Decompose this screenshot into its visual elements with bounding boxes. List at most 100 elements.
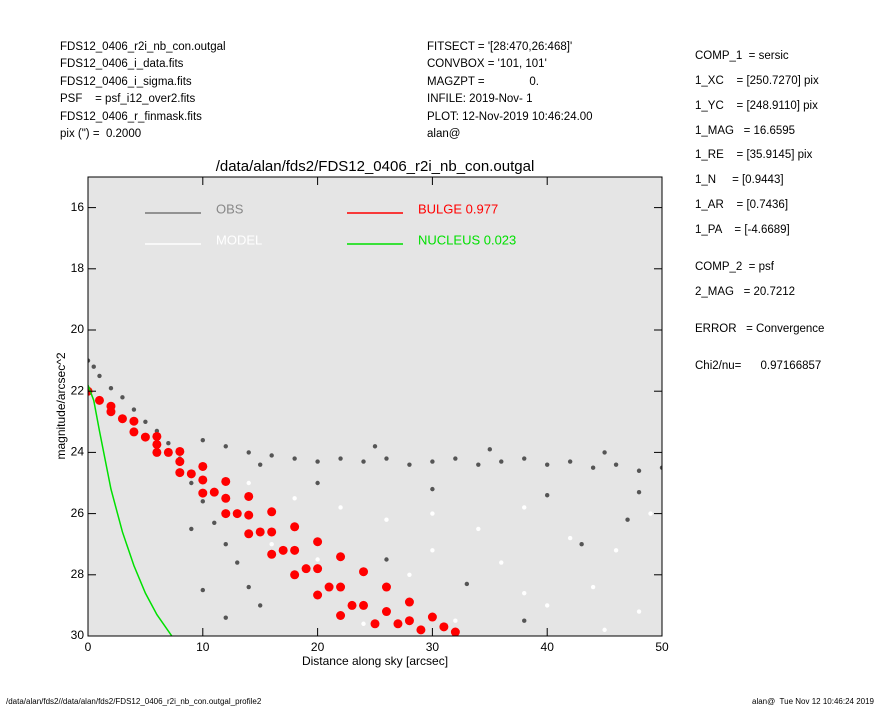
x-tick-label: 30	[426, 640, 440, 654]
y-tick-label: 26	[71, 506, 85, 520]
data-point	[120, 395, 125, 400]
header-line: alan@	[427, 128, 461, 140]
data-point	[315, 459, 320, 464]
fit-parameter: Chi2/nu= 0.97166857	[695, 360, 822, 372]
data-point	[175, 457, 185, 467]
data-point	[453, 618, 458, 623]
header-line: FDS12_0406_r_finmask.fits	[60, 110, 202, 123]
legend-label: OBS	[216, 201, 244, 216]
x-tick-label: 0	[85, 640, 92, 654]
data-point	[267, 549, 277, 559]
fit-parameter: 1_AR = [0.7436]	[695, 199, 789, 211]
header-line: MAGZPT = 0.	[427, 75, 539, 88]
data-point	[476, 526, 481, 532]
data-point	[152, 439, 162, 449]
fit-parameter: 1_XC = [250.7270] pix	[695, 75, 819, 87]
data-point	[522, 590, 527, 596]
y-tick-label: 18	[71, 261, 85, 275]
data-point	[659, 465, 662, 470]
legend-label: NUCLEUS 0.023	[418, 232, 516, 247]
header-line: INFILE: 2019-Nov- 1	[427, 93, 533, 106]
data-point	[590, 465, 596, 470]
data-point	[602, 450, 607, 455]
data-point	[223, 444, 228, 449]
data-point	[522, 456, 527, 461]
data-point	[625, 517, 630, 522]
data-point	[404, 597, 414, 607]
data-point	[278, 545, 288, 555]
data-point	[175, 446, 185, 456]
data-point	[221, 509, 231, 519]
data-point	[315, 557, 320, 562]
data-point	[579, 542, 584, 547]
data-point	[244, 529, 254, 539]
data-point	[129, 416, 139, 426]
plot-area	[88, 177, 662, 636]
data-point	[636, 609, 642, 614]
y-tick-label: 24	[71, 445, 85, 459]
fit-parameter: 1_PA = [-4.6689]	[695, 224, 790, 236]
data-point	[359, 600, 369, 610]
data-point	[545, 493, 550, 498]
data-point	[292, 456, 297, 461]
data-point	[88, 358, 91, 363]
data-point	[258, 462, 263, 467]
data-point	[198, 461, 208, 471]
data-point	[384, 517, 389, 522]
data-point	[372, 444, 378, 449]
header-line: PLOT: 12-Nov-2019 10:46:24.00	[427, 110, 593, 123]
data-point	[590, 584, 596, 590]
header-line: pix (") = 0.2000	[60, 128, 142, 140]
data-point	[384, 456, 389, 461]
data-point	[212, 520, 217, 525]
y-tick-label: 28	[71, 567, 85, 581]
data-point	[545, 603, 550, 608]
data-point	[152, 447, 162, 457]
data-point	[336, 582, 346, 592]
data-point	[313, 590, 323, 600]
data-point	[200, 437, 205, 443]
data-point	[246, 584, 251, 590]
data-point	[163, 447, 173, 457]
data-point	[381, 582, 391, 592]
fit-parameter: COMP_2 = psf	[695, 261, 774, 273]
data-layer	[88, 358, 662, 636]
fit-parameter: 1_YC = [248.9110] pix	[695, 100, 818, 112]
data-point	[198, 475, 208, 485]
data-point	[97, 373, 102, 379]
data-point	[499, 459, 504, 464]
data-point	[235, 560, 240, 565]
data-point	[393, 619, 403, 629]
data-point	[613, 462, 619, 467]
footer-path: /data/alan/fds2//data/alan/fds2/FDS12_04…	[6, 697, 262, 706]
data-point	[267, 507, 277, 517]
data-point	[430, 511, 435, 516]
header-line: FDS12_0406_i_data.fits	[60, 58, 184, 71]
data-point	[361, 621, 366, 626]
data-point	[338, 456, 343, 461]
data-point	[313, 537, 323, 547]
data-point	[223, 542, 228, 547]
data-point	[648, 511, 653, 516]
data-point	[140, 432, 150, 442]
data-point	[117, 414, 127, 424]
data-point	[246, 450, 251, 455]
data-point	[439, 622, 449, 632]
data-point	[129, 427, 139, 437]
y-axis-label: magnitude/arcsec^2	[54, 352, 68, 459]
data-point	[143, 419, 148, 424]
header-line: CONVBOX = '101, 101'	[427, 58, 547, 71]
header-line: PSF = psf_i12_over2.fits	[60, 93, 196, 106]
data-point	[636, 489, 642, 495]
data-point	[269, 453, 274, 458]
data-point	[223, 615, 228, 620]
fit-parameter: 2_MAG = 20.7212	[695, 286, 796, 298]
data-point	[430, 486, 435, 492]
header-line: FITSECT = '[28:470,26:468]'	[427, 41, 573, 53]
data-point	[430, 459, 435, 464]
data-point	[487, 447, 492, 452]
data-point	[427, 612, 437, 622]
fit-parameter: 1_MAG = 16.6595	[695, 125, 796, 137]
data-point	[602, 627, 607, 633]
